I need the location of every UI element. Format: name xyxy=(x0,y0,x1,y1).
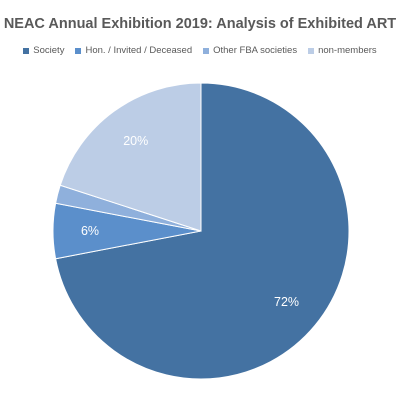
legend-swatch xyxy=(308,47,315,54)
data-label: 20% xyxy=(123,134,148,148)
chart-title: NEAC Annual Exhibition 2019: Analysis of… xyxy=(3,16,397,32)
chart-legend: Society Hon. / Invited / Deceased Other FB… xyxy=(0,45,400,56)
pie-slice xyxy=(55,82,350,380)
pie-slice xyxy=(59,82,202,232)
legend-item: non-members xyxy=(308,45,377,56)
legend-label: Other FBA societies xyxy=(213,45,298,56)
legend-item: Hon. / Invited / Deceased xyxy=(75,45,192,56)
legend-swatch xyxy=(75,47,82,54)
legend-label: non-members xyxy=(318,45,377,56)
legend-item: Society xyxy=(23,45,64,56)
legend-swatch xyxy=(23,47,30,54)
legend-label: Society xyxy=(33,45,65,56)
data-label: 6% xyxy=(81,224,99,238)
legend-item: Other FBA societies xyxy=(203,45,297,56)
data-label: 72% xyxy=(274,295,299,309)
legend-label: Hon. / Invited / Deceased xyxy=(85,45,193,56)
legend-swatch xyxy=(203,47,210,54)
